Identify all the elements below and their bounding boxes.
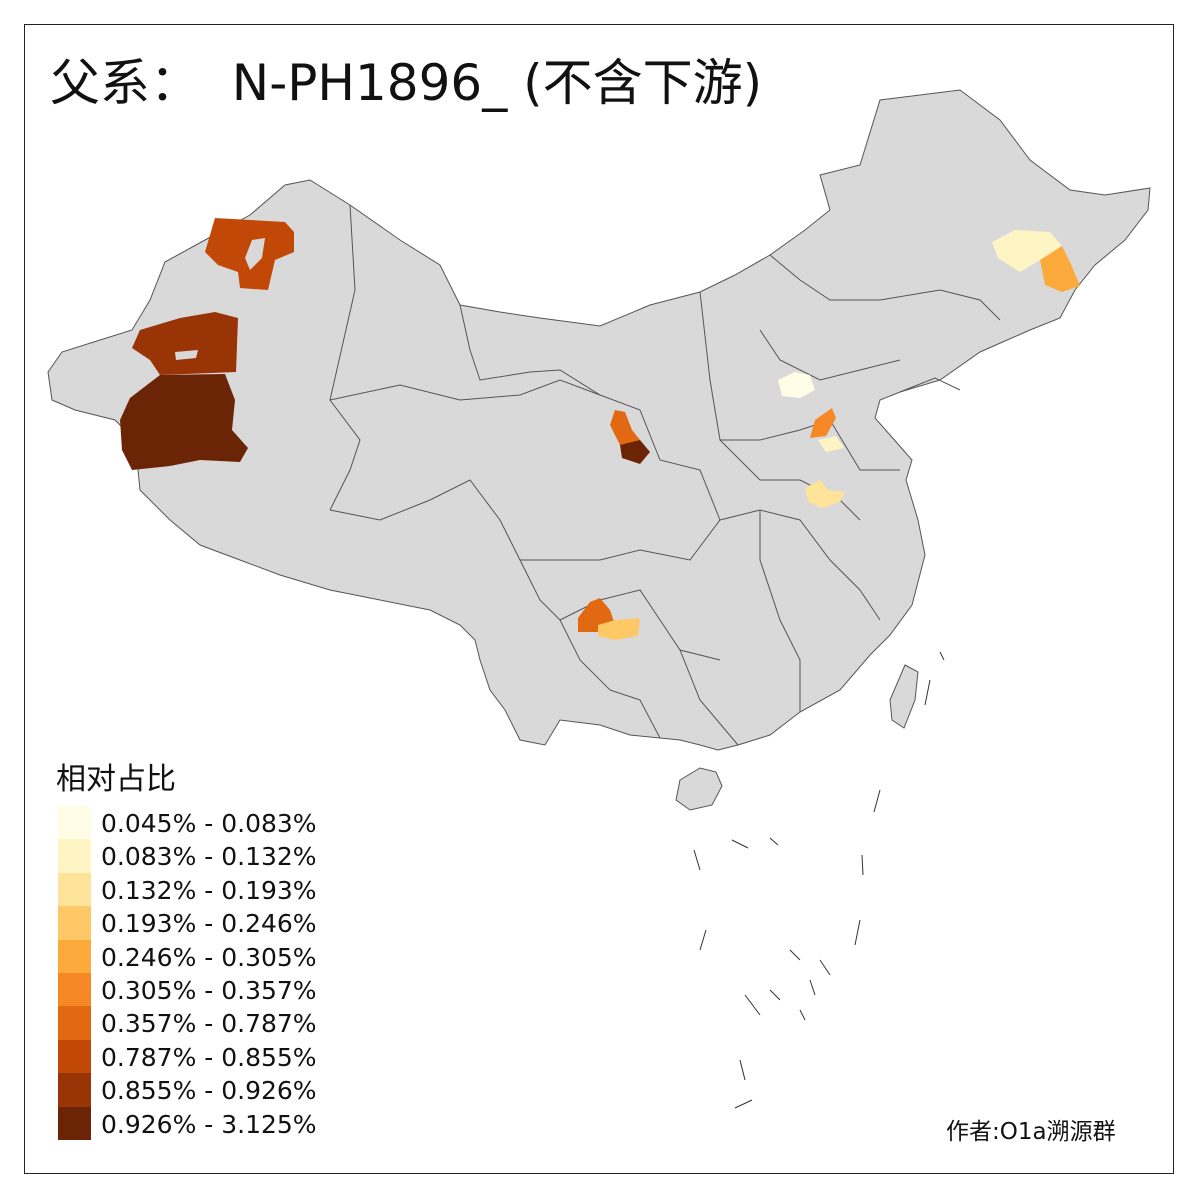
legend-swatch: [58, 1039, 91, 1074]
region-heilongjiang: [992, 230, 1062, 272]
region-xinjiang-kashgar: [120, 374, 248, 470]
legend-swatch: [58, 972, 91, 1007]
legend-swatch: [58, 1073, 91, 1107]
region-henan: [805, 480, 845, 508]
legend-label: 0.926% - 3.125%: [101, 1109, 317, 1139]
legend-label: 0.787% - 0.855%: [101, 1042, 317, 1072]
legend-swatch: [58, 906, 91, 940]
region-hebei: [810, 408, 836, 438]
region-xinjiang-aksu-hole: [175, 350, 198, 360]
legend-label: 0.357% - 0.787%: [101, 1009, 317, 1039]
region-xinjiang-aksu: [132, 312, 238, 375]
legend-label: 0.246% - 0.305%: [101, 942, 317, 972]
region-inner-mongolia: [778, 372, 815, 398]
legend-label: 0.855% - 0.926%: [101, 1076, 317, 1106]
legend-swatch: [58, 839, 91, 873]
region-jilin-east: [1040, 246, 1080, 292]
taiwan-island: [889, 664, 919, 729]
legend-title: 相对占比: [56, 762, 176, 797]
region-shandong-west: [818, 436, 844, 452]
legend-swatch: [58, 1106, 91, 1140]
legend-label: 0.045% - 0.083%: [101, 809, 317, 838]
legend-swatch: [58, 1006, 91, 1040]
province-borders: [329, 204, 1001, 746]
mainland-china: [47, 89, 1151, 751]
legend-swatch: [58, 872, 91, 907]
author-credit: 作者:O1a溯源群: [946, 1119, 1116, 1145]
legend-label: 0.193% - 0.246%: [101, 909, 317, 939]
legend-swatch: [58, 939, 91, 973]
south-sea-islands: [693, 651, 945, 1109]
region-guizhou-east: [598, 618, 640, 640]
legend-swatch: [58, 806, 91, 840]
legend-label: 0.132% - 0.193%: [101, 875, 317, 905]
hainan-island: [675, 767, 723, 811]
legend-label: 0.083% - 0.132%: [101, 842, 317, 872]
region-xinjiang-lake: [245, 238, 265, 270]
legend-label: 0.305% - 0.357%: [101, 975, 317, 1005]
map-title: 父系： N-PH1896_ (不含下游): [50, 54, 763, 112]
region-gansu-east: [620, 440, 650, 464]
